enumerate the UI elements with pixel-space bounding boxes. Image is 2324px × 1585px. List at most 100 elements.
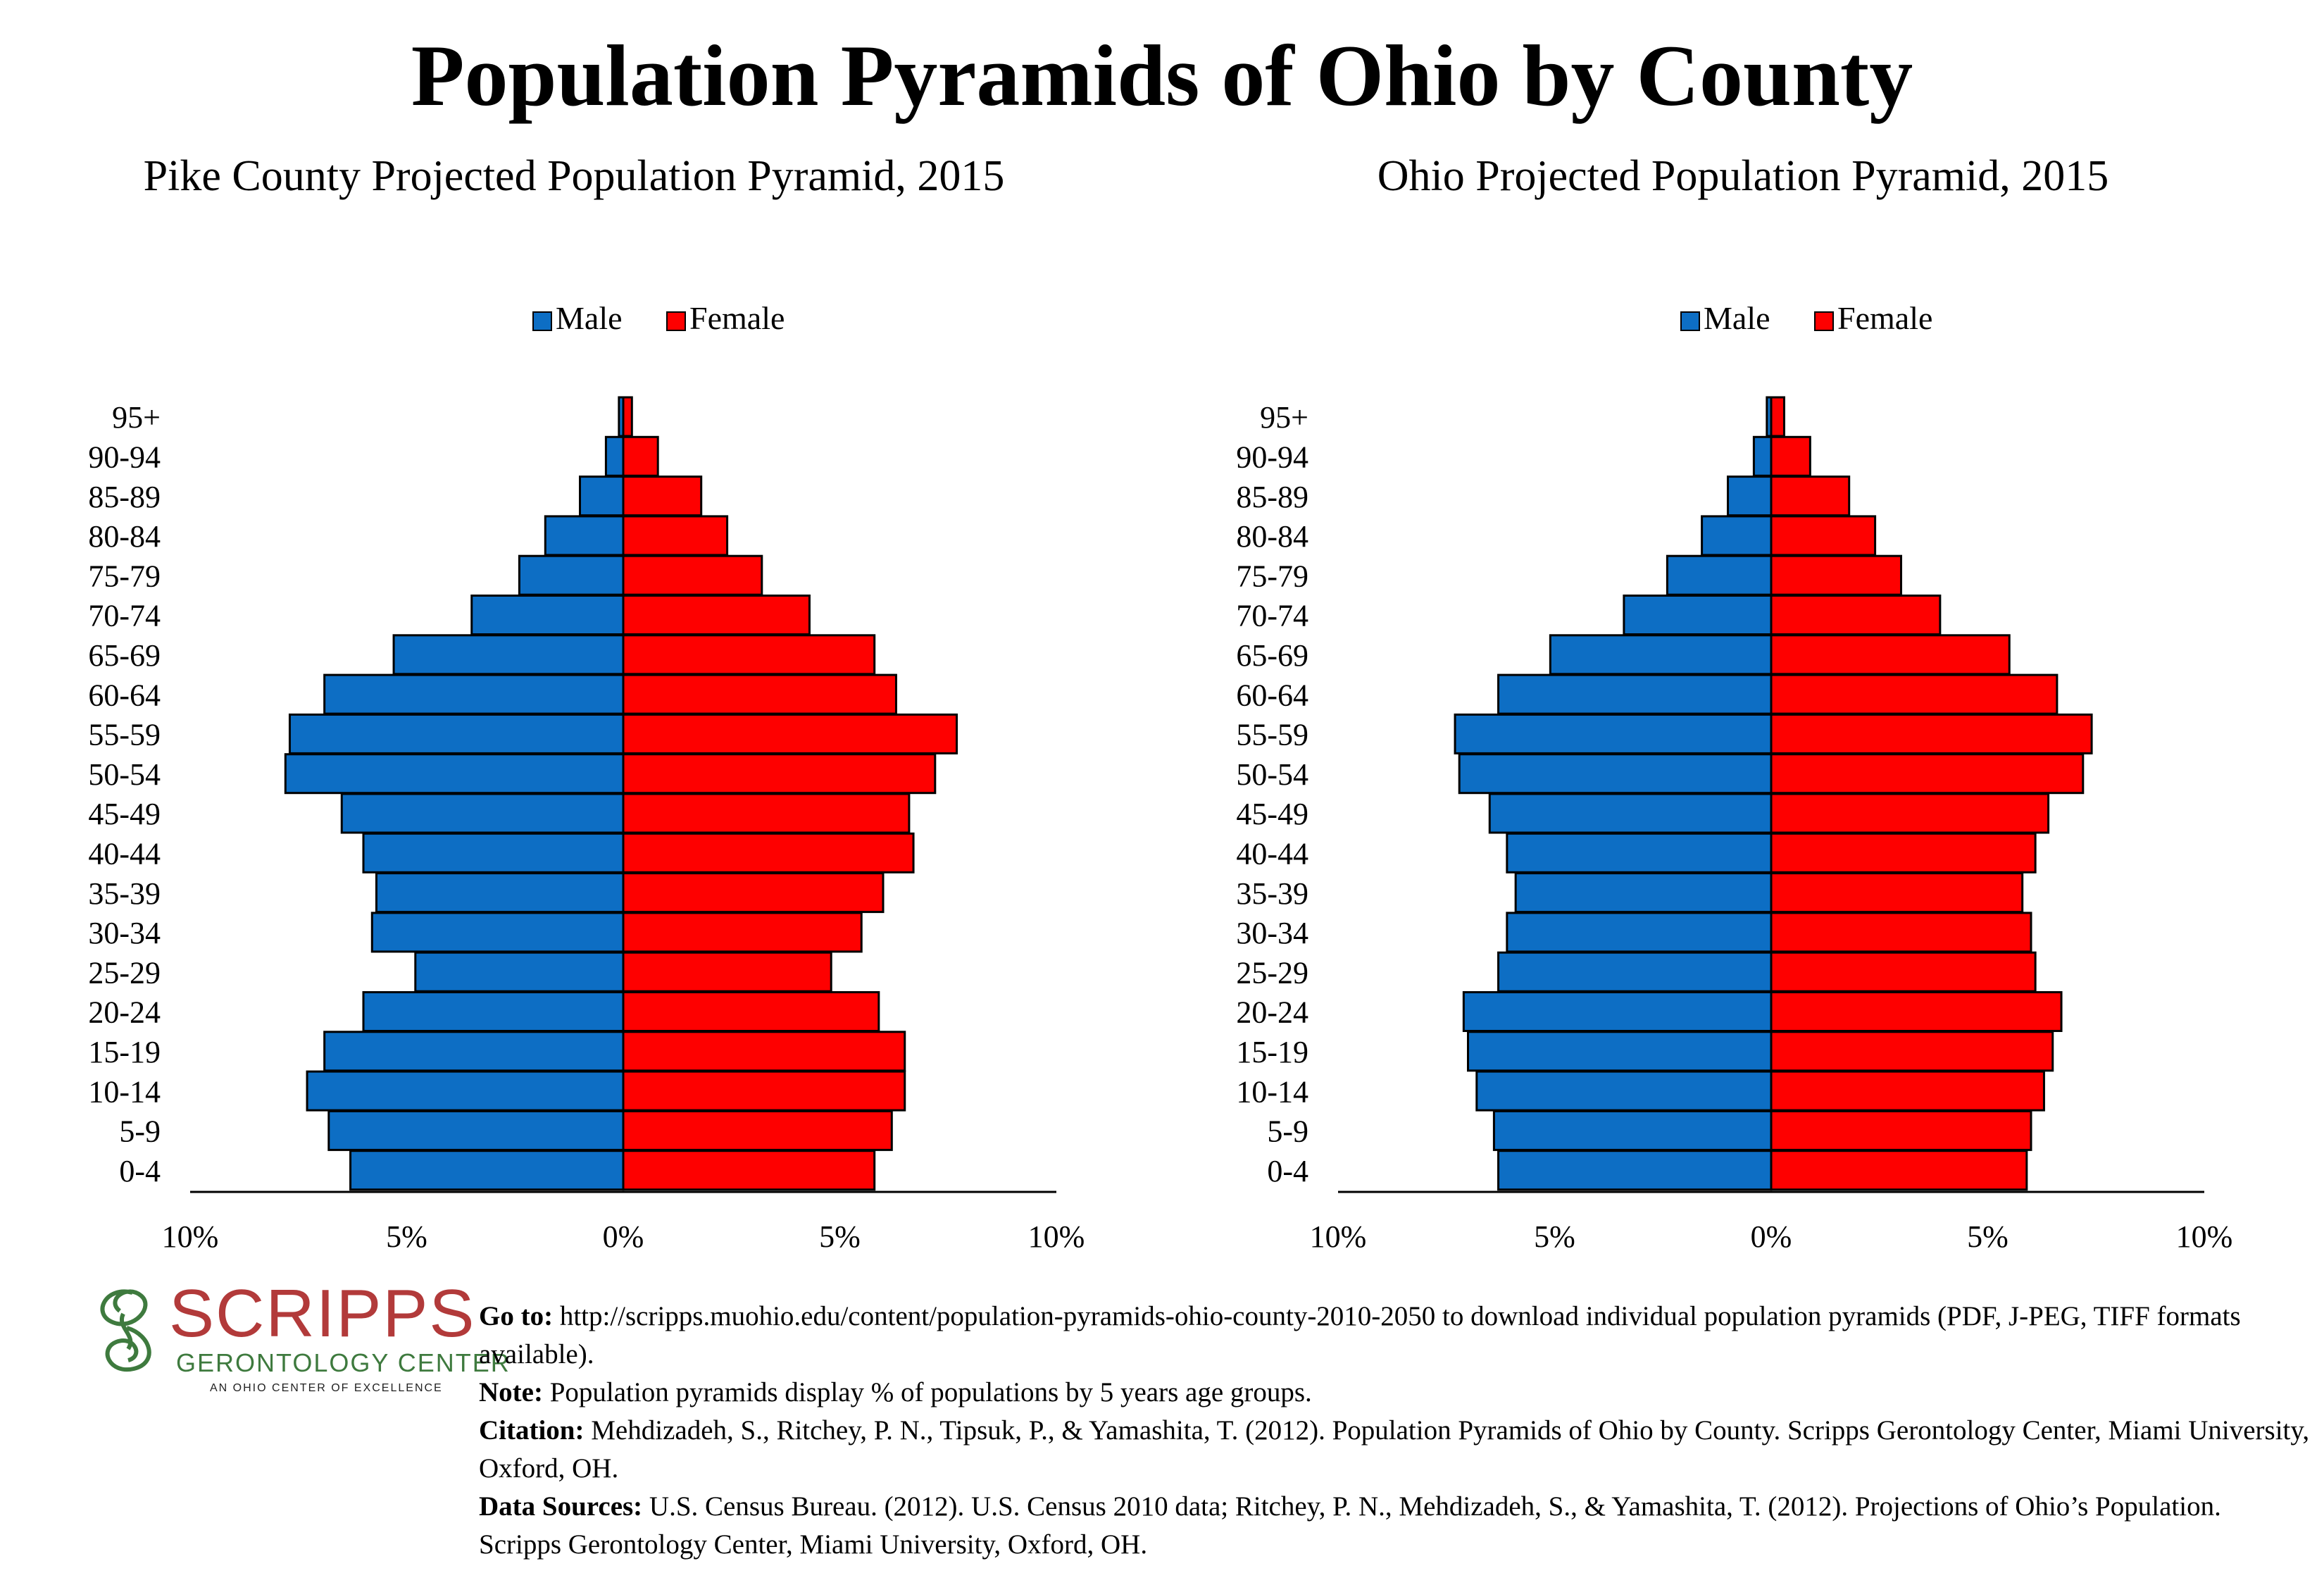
category-label: 10-14: [1236, 1074, 1308, 1109]
bar-female-10-14: [1770, 1070, 2045, 1112]
bar-female-80-84: [622, 515, 729, 557]
x-tick-label: 5%: [1967, 1219, 2008, 1254]
bar-male-15-19: [323, 1031, 625, 1072]
category-label: 35-39: [88, 876, 161, 911]
bar-female-65-69: [1770, 634, 2011, 676]
bar-female-40-44: [1770, 832, 2037, 874]
category-label: 10-14: [88, 1074, 161, 1109]
bar-female-95+: [622, 396, 633, 437]
category-label: 55-59: [88, 718, 161, 752]
sources-text: U.S. Census Bureau. (2012). U.S. Census …: [479, 1491, 2221, 1560]
bar-male-75-79: [1666, 554, 1773, 596]
logo-wordmark: SCRIPPS: [169, 1276, 476, 1351]
legend-female-swatch: [1814, 311, 1834, 331]
category-label: 30-34: [88, 916, 161, 950]
logo-tagline: AN OHIO CENTER OF EXCELLENCE: [210, 1382, 443, 1394]
bar-male-5-9: [1492, 1110, 1773, 1151]
bar-female-30-34: [1770, 912, 2032, 953]
bar-female-35-39: [1770, 872, 2024, 914]
category-label: 20-24: [1236, 995, 1308, 1030]
goto-note: Go to: http://scripps.muohio.edu/content…: [479, 1298, 2310, 1374]
bar-male-55-59: [288, 713, 625, 754]
citation-text: Mehdizadeh, S., Ritchey, P. N., Tipsuk, …: [479, 1415, 2310, 1484]
category-label: 80-84: [1236, 519, 1308, 554]
logo-subtitle: GERONTOLOGY CENTER: [176, 1348, 511, 1377]
bar-female-70-74: [622, 595, 811, 635]
bar-female-40-44: [622, 832, 915, 874]
citation-label: Citation:: [479, 1415, 585, 1446]
category-label: 60-64: [1236, 678, 1308, 712]
chart-title-pike: Pike County Projected Population Pyramid…: [143, 152, 1005, 200]
bar-male-65-69: [1549, 634, 1773, 676]
category-label: 80-84: [88, 519, 161, 554]
bar-male-0-4: [1497, 1150, 1773, 1191]
bar-male-30-34: [370, 912, 625, 953]
x-tick-label: 5%: [1534, 1219, 1575, 1254]
x-tick-label: 10%: [1028, 1219, 1085, 1254]
bar-male-60-64: [323, 673, 625, 715]
x-tick-label: 0%: [603, 1219, 644, 1254]
category-label: 70-74: [1236, 599, 1308, 633]
category-label: 60-64: [88, 678, 161, 712]
legend-female-label: Female: [1837, 300, 1932, 336]
bar-female-30-34: [622, 912, 863, 953]
bar-male-45-49: [1488, 792, 1773, 834]
bar-female-50-54: [1770, 753, 2085, 795]
category-label: 55-59: [1236, 718, 1308, 752]
note-text: Population pyramids display % of populat…: [542, 1377, 1312, 1407]
bar-female-70-74: [1770, 595, 1942, 635]
legend: Male Female: [1680, 300, 1932, 336]
category-label: 0-4: [119, 1154, 161, 1188]
bar-male-40-44: [1506, 832, 1773, 874]
legend-male-swatch: [1680, 311, 1700, 331]
pyramid-chart-ohio: Male Female 0-4 5-9 10-14 15-19 20-24 25-29 30-3…: [1236, 300, 2233, 1254]
bar-male-25-29: [1497, 951, 1773, 993]
category-label: 40-44: [1236, 836, 1308, 871]
bar-female-35-39: [622, 872, 885, 914]
bar-male-50-54: [1458, 753, 1773, 795]
bar-male-40-44: [362, 832, 625, 874]
category-label: 5-9: [119, 1114, 161, 1149]
category-label: 35-39: [1236, 876, 1308, 911]
bar-male-80-84: [544, 515, 625, 557]
category-label: 40-44: [88, 836, 161, 871]
bar-male-25-29: [414, 951, 625, 993]
category-label: 70-74: [88, 599, 161, 633]
bar-male-85-89: [579, 476, 625, 517]
category-label: 0-4: [1267, 1154, 1308, 1188]
x-tick-label: 5%: [386, 1219, 427, 1254]
bar-female-90-94: [1770, 435, 1811, 477]
category-label: 15-19: [1236, 1035, 1308, 1069]
category-label: 85-89: [1236, 480, 1308, 514]
bar-male-60-64: [1497, 673, 1773, 715]
footnotes: Go to: http://scripps.muohio.edu/content…: [479, 1298, 2310, 1564]
note-label: Note:: [479, 1377, 543, 1407]
bar-female-55-59: [622, 713, 958, 754]
bar-female-95+: [1770, 396, 1785, 437]
x-tick-label: 10%: [2176, 1219, 2233, 1254]
category-label: 75-79: [1236, 559, 1308, 593]
bar-female-45-49: [622, 792, 911, 834]
category-label: 95+: [112, 400, 161, 435]
main-title: Population Pyramids of Ohio by County: [411, 27, 1913, 124]
category-label: 45-49: [88, 797, 161, 831]
category-label: 90-94: [88, 440, 161, 474]
x-tick-label: 10%: [162, 1219, 219, 1254]
bar-male-45-49: [340, 792, 625, 834]
bar-male-20-24: [362, 991, 625, 1032]
x-tick-label: 10%: [1310, 1219, 1367, 1254]
category-label: 65-69: [88, 638, 161, 673]
bar-female-5-9: [1770, 1110, 2032, 1151]
sources-label: Data Sources:: [479, 1491, 643, 1522]
legend-male-label: Male: [1704, 300, 1770, 336]
bar-male-35-39: [1514, 872, 1773, 914]
note-line: Note: Population pyramids display % of p…: [479, 1374, 2310, 1412]
category-label: 75-79: [88, 559, 161, 593]
bar-female-20-24: [1770, 991, 2063, 1032]
bar-male-10-14: [306, 1070, 625, 1112]
bar-female-0-4: [622, 1150, 876, 1191]
category-label: 95+: [1260, 400, 1308, 435]
goto-label: Go to:: [479, 1301, 554, 1331]
legend-female-swatch: [666, 311, 686, 331]
category-label: 25-29: [88, 955, 161, 990]
